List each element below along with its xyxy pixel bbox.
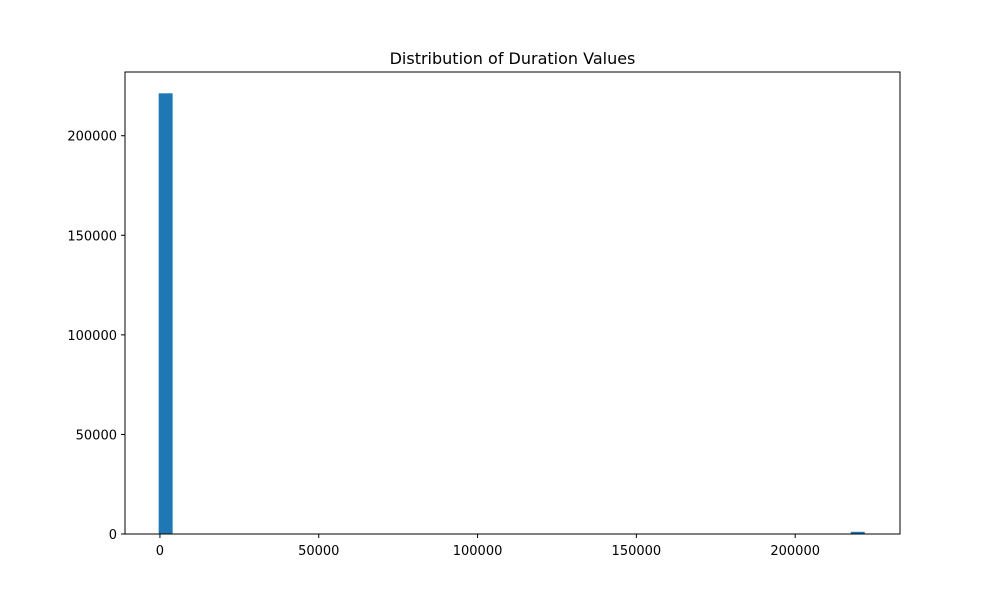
- x-tick-label: 200000: [770, 544, 820, 559]
- plot-frame: [124, 71, 901, 535]
- x-tick-label: 50000: [298, 544, 339, 559]
- x-tick-label: 0: [156, 544, 164, 559]
- y-tick-label: 50000: [76, 428, 117, 443]
- y-tick-label: 200000: [67, 130, 117, 145]
- histogram-bar: [158, 93, 173, 534]
- chart-title: Distribution of Duration Values: [390, 49, 636, 68]
- x-tick-label: 100000: [453, 544, 503, 559]
- bars-group: [158, 93, 865, 534]
- y-tick-label: 0: [109, 528, 117, 543]
- histogram-bar: [850, 531, 865, 534]
- y-axis: 0 50000 100000 150000 200000: [67, 130, 125, 543]
- y-tick-label: 150000: [67, 229, 117, 244]
- y-tick-label: 100000: [67, 329, 117, 344]
- x-tick-label: 150000: [612, 544, 662, 559]
- x-axis: 0 50000 100000 150000 200000: [156, 534, 820, 559]
